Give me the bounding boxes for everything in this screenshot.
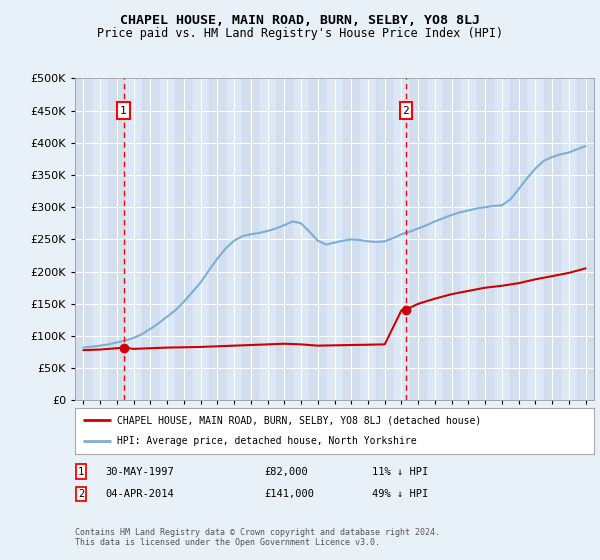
Bar <box>376 78 393 400</box>
Bar <box>209 78 226 400</box>
Bar <box>577 78 594 400</box>
Bar <box>159 78 175 400</box>
Bar <box>75 78 92 400</box>
Text: 49% ↓ HPI: 49% ↓ HPI <box>372 489 428 499</box>
Text: 2: 2 <box>403 106 409 115</box>
Bar <box>226 78 242 400</box>
Text: 30-MAY-1997: 30-MAY-1997 <box>105 466 174 477</box>
Bar <box>359 78 376 400</box>
Bar <box>276 78 293 400</box>
Text: CHAPEL HOUSE, MAIN ROAD, BURN, SELBY, YO8 8LJ: CHAPEL HOUSE, MAIN ROAD, BURN, SELBY, YO… <box>120 14 480 27</box>
Bar <box>326 78 343 400</box>
Text: HPI: Average price, detached house, North Yorkshire: HPI: Average price, detached house, Nort… <box>116 436 416 446</box>
Text: 2: 2 <box>78 489 84 499</box>
Bar <box>560 78 577 400</box>
Text: 1: 1 <box>120 106 127 115</box>
Bar <box>192 78 209 400</box>
Bar <box>259 78 276 400</box>
Bar <box>427 78 443 400</box>
Text: 1: 1 <box>78 466 84 477</box>
Text: £141,000: £141,000 <box>264 489 314 499</box>
Text: Price paid vs. HM Land Registry's House Price Index (HPI): Price paid vs. HM Land Registry's House … <box>97 27 503 40</box>
Text: CHAPEL HOUSE, MAIN ROAD, BURN, SELBY, YO8 8LJ (detached house): CHAPEL HOUSE, MAIN ROAD, BURN, SELBY, YO… <box>116 415 481 425</box>
Bar <box>125 78 142 400</box>
Bar <box>142 78 159 400</box>
Bar <box>293 78 310 400</box>
Bar <box>410 78 427 400</box>
Bar <box>527 78 544 400</box>
Bar <box>477 78 494 400</box>
Text: 11% ↓ HPI: 11% ↓ HPI <box>372 466 428 477</box>
Bar <box>460 78 477 400</box>
Bar <box>310 78 326 400</box>
Text: £82,000: £82,000 <box>264 466 308 477</box>
Bar <box>92 78 109 400</box>
Bar <box>544 78 560 400</box>
Bar <box>109 78 125 400</box>
Text: Contains HM Land Registry data © Crown copyright and database right 2024.
This d: Contains HM Land Registry data © Crown c… <box>75 528 440 547</box>
Bar <box>494 78 510 400</box>
Bar <box>242 78 259 400</box>
Bar <box>510 78 527 400</box>
Bar <box>393 78 410 400</box>
Bar <box>175 78 192 400</box>
Bar <box>343 78 359 400</box>
Bar <box>443 78 460 400</box>
Text: 04-APR-2014: 04-APR-2014 <box>105 489 174 499</box>
